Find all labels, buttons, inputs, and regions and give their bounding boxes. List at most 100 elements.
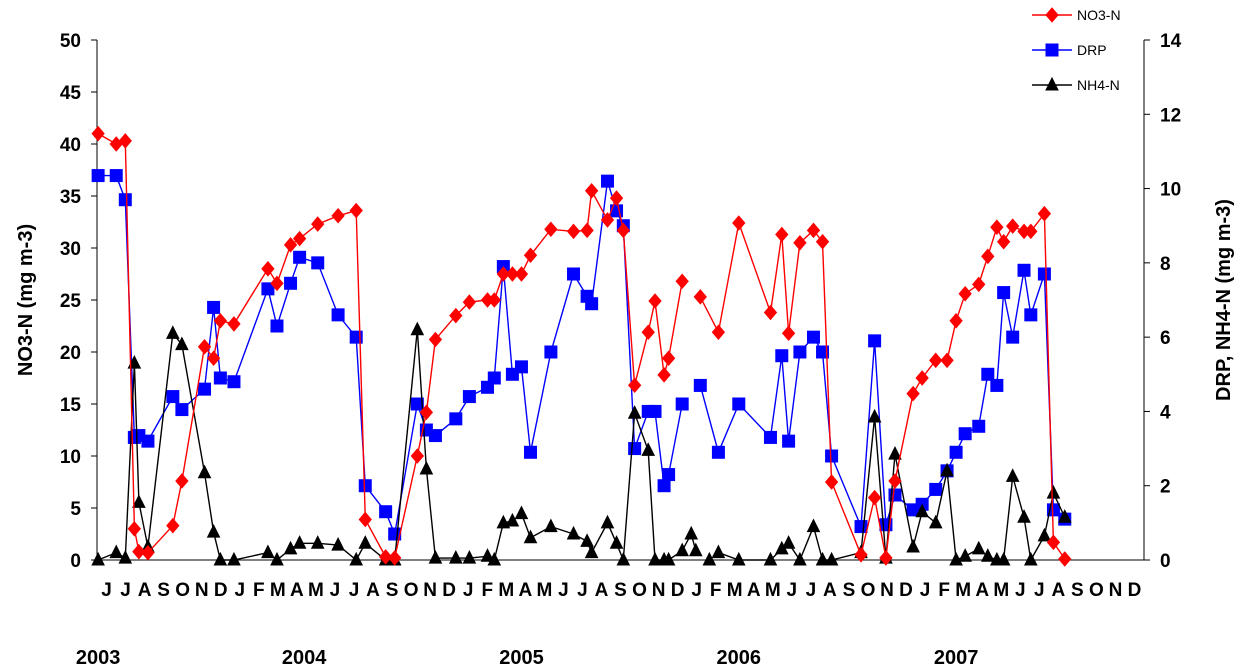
data-point-drp [462, 390, 476, 404]
data-point-drp [693, 378, 707, 392]
data-point-no3n [358, 511, 372, 528]
data-point-nh4n [675, 542, 689, 557]
series-nh4-n [91, 321, 1072, 566]
x-month-label: A [366, 580, 380, 601]
data-point-drp [428, 429, 442, 443]
data-point-nh4n [958, 548, 972, 562]
data-point-nh4n [1017, 509, 1031, 523]
x-month-label: J [234, 580, 245, 601]
data-point-drp [793, 345, 807, 359]
x-year-label: 2005 [499, 647, 544, 667]
data-point-no3n [487, 292, 501, 308]
data-point-drp [270, 319, 284, 333]
series-no3-n [91, 125, 1072, 567]
data-point-no3n [141, 544, 155, 561]
y-tick-label-left: 40 [60, 135, 81, 156]
data-point-drp [379, 505, 393, 519]
data-point-nh4n [731, 551, 746, 566]
y-tick-label-left: 25 [60, 291, 82, 312]
data-point-drp [410, 397, 424, 411]
x-month-label: O [861, 580, 876, 601]
data-point-drp [868, 334, 882, 348]
data-point-nh4n [1024, 551, 1038, 566]
data-point-nh4n [358, 535, 373, 549]
data-point-drp [732, 397, 746, 411]
data-point-nh4n [118, 550, 133, 564]
x-month-label: F [938, 580, 950, 601]
x-month-label: O [175, 580, 190, 601]
x-month-label: D [442, 580, 456, 601]
data-point-no3n [523, 247, 538, 264]
y-tick-label-right: 4 [1160, 402, 1171, 423]
data-point-no3n [132, 543, 146, 560]
data-point-drp [311, 256, 325, 270]
data-point-drp [1024, 308, 1038, 322]
data-point-nh4n [292, 535, 307, 549]
data-point-nh4n [132, 494, 146, 508]
x-month-label: O [1089, 580, 1104, 601]
data-point-drp [109, 169, 123, 183]
data-point-drp [775, 349, 789, 363]
data-point-no3n [693, 289, 707, 305]
x-month-label: F [710, 580, 722, 601]
x-month-label: S [386, 580, 399, 601]
x-month-label: S [843, 580, 856, 601]
x-month-label: N [1109, 580, 1123, 601]
y-tick-label-left: 45 [60, 83, 82, 104]
x-month-label: O [404, 580, 419, 601]
data-point-drp [91, 169, 105, 183]
x-month-label: J [577, 580, 588, 601]
data-point-nh4n [928, 514, 943, 529]
data-point-nh4n [310, 535, 325, 549]
data-point-nh4n [505, 512, 520, 527]
y-tick-label-left: 5 [70, 499, 81, 520]
x-month-label: M [308, 580, 324, 601]
data-point-drp [657, 479, 671, 493]
y-tick-label-left: 10 [60, 447, 81, 468]
data-point-drp [825, 449, 839, 463]
data-point-no3n [462, 294, 477, 310]
x-month-label: A [975, 580, 989, 601]
data-point-no3n [388, 550, 402, 566]
data-point-drp [662, 468, 676, 482]
data-point-nh4n [702, 551, 717, 566]
y-tick-label-right: 10 [1160, 180, 1181, 201]
data-point-nh4n [1037, 527, 1052, 542]
x-month-label: A [290, 580, 304, 601]
data-point-no3n [675, 273, 689, 290]
y-axis-label-right: DRP, NH4-N (mg m-3) [1213, 199, 1235, 401]
data-point-drp [261, 282, 275, 296]
y-tick-label-left: 20 [60, 343, 81, 364]
legend-label: NO3-N [1077, 7, 1121, 23]
data-point-no3n [227, 316, 241, 332]
x-month-label: J [558, 580, 569, 601]
data-point-nh4n [514, 505, 529, 520]
data-point-no3n [213, 313, 228, 329]
data-point-nh4n [127, 355, 142, 369]
data-point-nh4n [349, 551, 364, 566]
x-month-label: J [920, 580, 931, 601]
x-month-label: J [349, 580, 360, 601]
legend-item: NO3-N [1032, 7, 1121, 23]
data-point-nh4n [824, 551, 839, 566]
data-point-no3n [906, 385, 920, 402]
x-month-label: M [955, 580, 971, 601]
data-point-no3n [166, 517, 180, 534]
data-point-no3n [91, 125, 105, 142]
data-point-nh4n [449, 550, 463, 564]
data-point-drp [141, 434, 155, 448]
y-tick-label-right: 0 [1160, 551, 1171, 572]
series-layer [91, 125, 1072, 567]
data-point-nh4n [331, 537, 345, 551]
x-month-label: J [806, 580, 817, 601]
x-month-label: A [1051, 580, 1065, 601]
data-point-nh4n [815, 551, 830, 566]
data-point-nh4n [971, 540, 986, 555]
x-month-label: M [765, 580, 781, 601]
data-point-drp [213, 371, 227, 385]
data-point-no3n [419, 404, 434, 421]
data-point-drp [198, 382, 212, 396]
data-point-drp [806, 330, 820, 344]
data-point-nh4n [580, 533, 594, 547]
